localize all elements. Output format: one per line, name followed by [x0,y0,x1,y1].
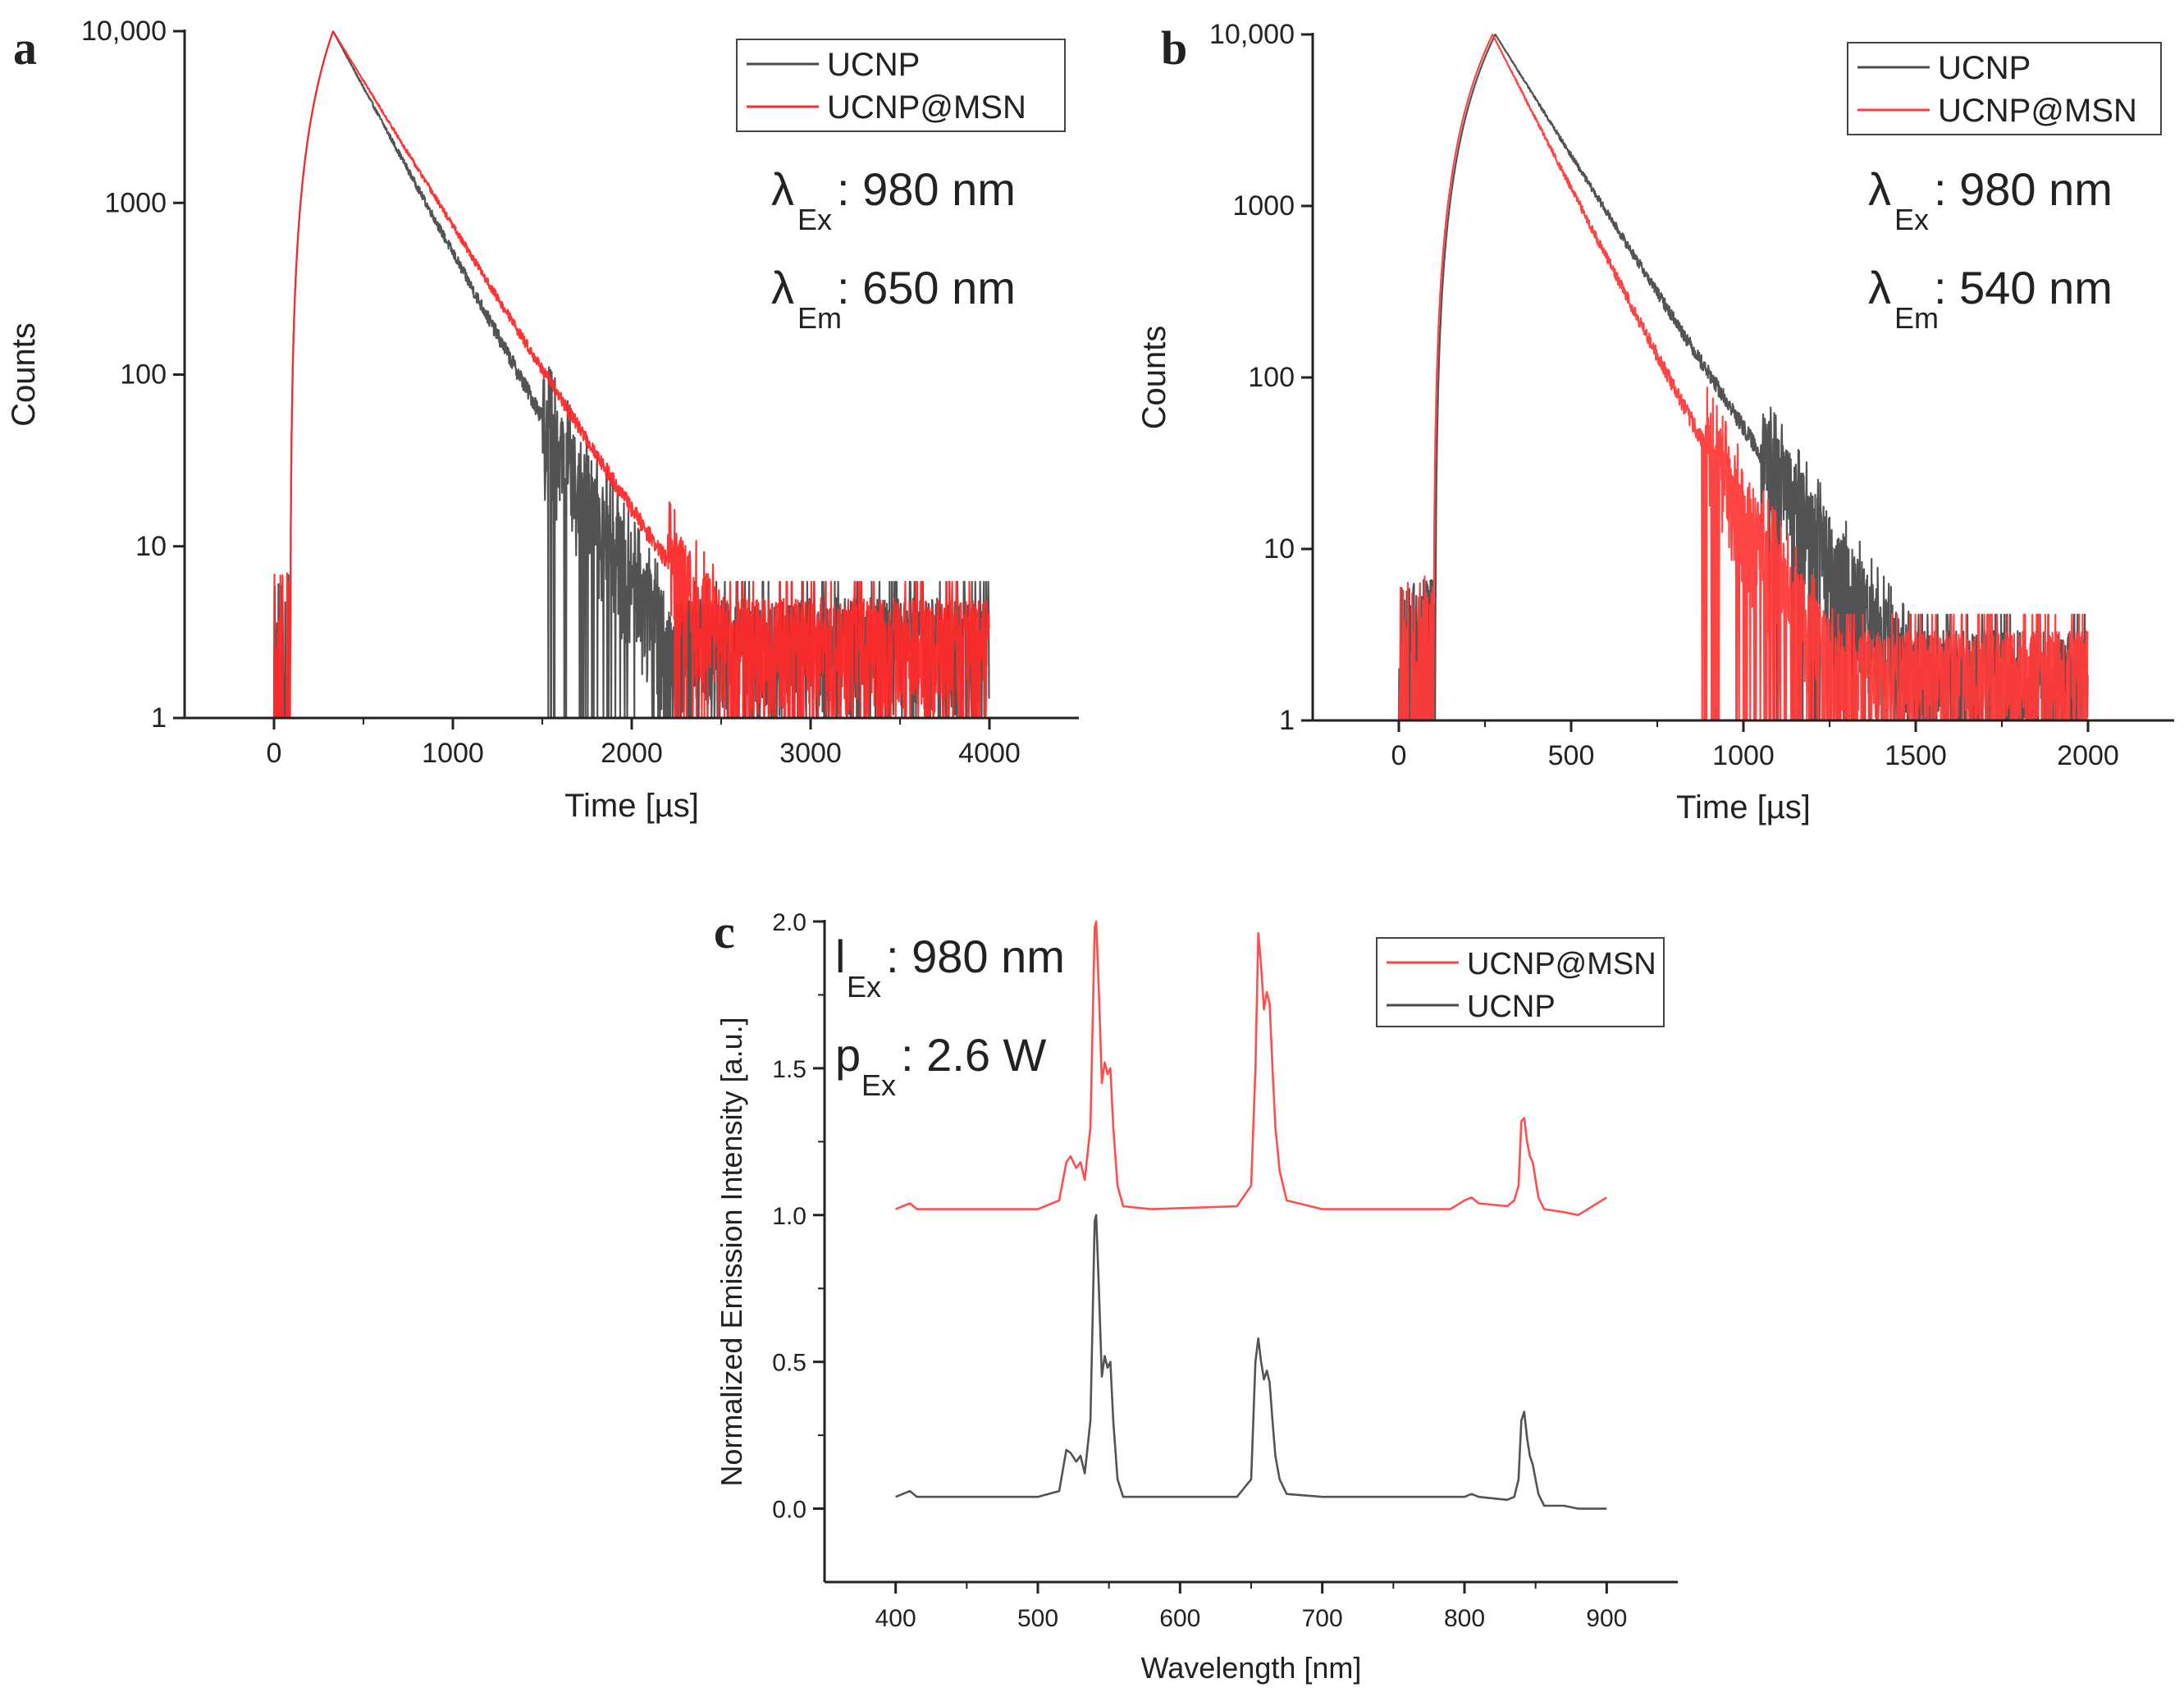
x-axis-title: Time [µs] [1676,789,1811,825]
chart-b: 0 500 1000 1500 2000 1 10 100 1000 10,000 Time [µs… [1136,19,2174,825]
chart-c: 400 500 600 700 800 900 0.0 0.5 1.0 1.5 2.0 Wavelen… [715,909,1678,1685]
panel-letter-a: a [13,21,37,75]
annotation-symbol: λ [1868,262,1891,313]
annotation-text: : 980 nm [1934,163,2113,215]
annotation-text: : 980 nm [837,163,1016,215]
x-tick-label: 700 [1302,1605,1343,1632]
x-tick-label: 4000 [958,738,1021,769]
legend: UCNP@MSN UCNP [1376,937,1665,1027]
annotation-symbol: λ [771,163,794,215]
annotation: λEx: 980 nm [1868,163,2113,236]
annotation: λEm: 650 nm [771,262,1016,335]
y-tick-label: 10 [1263,533,1295,565]
y-axis-title: Counts [1136,326,1172,430]
y-axis-title: Counts [6,322,42,427]
series-line-a-1 [272,30,990,720]
series-line-c-0 [895,920,1607,1217]
x-tick-label: 800 [1444,1605,1485,1632]
annotation-subscript: Ex [1894,203,1929,236]
legend-label: UCNP [827,47,920,83]
legend-label: UCNP@MSN [827,89,1026,126]
annotation-symbol: p [835,1029,861,1081]
x-tick-label: 400 [875,1605,916,1632]
chart-a: 0 1000 2000 3000 4000 1 10 100 1000 10,000 Time [µ… [6,16,1079,824]
x-tick-label: 1500 [1885,740,1947,771]
legend-label: UCNP@MSN [1467,947,1656,981]
annotation: λEm: 540 nm [1868,262,2113,335]
x-tick-label: 600 [1159,1605,1200,1632]
legend-box [736,39,1066,132]
annotation-text: : 540 nm [1934,262,2113,313]
x-axis-title: Wavelength [nm] [1141,1651,1362,1685]
legend: UCNP UCNP@MSN [736,39,1066,132]
x-tick-label: 500 [1548,740,1595,771]
y-tick-label: 0.0 [772,1497,806,1524]
annotation-text: : 650 nm [837,262,1016,313]
series-line-b-1 [1398,34,2089,722]
legend-label: UCNP [1938,50,2031,86]
legend-label: UCNP@MSN [1938,93,2137,129]
x-tick-label: 1000 [422,738,484,769]
legend-box [1847,42,2162,135]
annotation-subscript: Ex [797,203,832,236]
y-tick-label: 10,000 [1209,19,1295,50]
annotation-symbol: l [835,931,845,982]
x-tick-label: 3000 [779,738,842,769]
y-tick-label: 1.5 [772,1056,806,1083]
annotation-subscript: Ex [847,970,881,1004]
annotation-text: : 2.6 W [901,1029,1047,1081]
legend: UCNP UCNP@MSN [1847,42,2162,135]
annotation-subscript: Em [1894,301,1939,335]
y-axis-title: Normalized Emission Intensity [a.u.] [715,1017,748,1486]
y-tick-label: 1 [1279,705,1295,736]
annotation: lEx: 980 nm [835,931,1065,1004]
x-tick-label: 0 [1391,740,1407,771]
annotation-subscript: Em [797,301,842,335]
x-tick-label: 0 [267,738,282,769]
y-tick-label: 10 [135,531,167,562]
annotation-symbol: λ [1868,163,1891,215]
x-tick-label: 500 [1017,1605,1058,1632]
annotation-text: : 980 nm [886,931,1065,982]
panel-letter-c: c [714,905,735,958]
y-tick-label: 1.0 [772,1203,806,1230]
x-tick-label: 1000 [1712,740,1775,771]
y-tick-label: 1000 [1232,190,1295,222]
y-tick-label: 10,000 [81,16,167,47]
x-tick-label: 900 [1586,1605,1627,1632]
y-tick-label: 0.5 [772,1350,806,1377]
x-tick-label: 2000 [2057,740,2119,771]
y-tick-label: 2.0 [772,909,806,936]
annotation-symbol: λ [771,262,794,313]
x-tick-label: 2000 [601,738,663,769]
x-axis-title: Time [µs] [564,788,699,824]
y-tick-label: 100 [1248,362,1295,393]
y-tick-label: 100 [120,359,167,391]
annotation: λEx: 980 nm [771,163,1016,236]
series-line-c-1 [895,1214,1607,1510]
y-tick-label: 1000 [104,187,167,218]
y-tick-label: 1 [151,702,167,734]
legend-box [1376,937,1665,1027]
annotation: pEx: 2.6 W [835,1029,1047,1102]
panel-letter-b: b [1161,21,1187,75]
annotation-subscript: Ex [861,1068,896,1102]
legend-label: UCNP [1467,990,1556,1024]
